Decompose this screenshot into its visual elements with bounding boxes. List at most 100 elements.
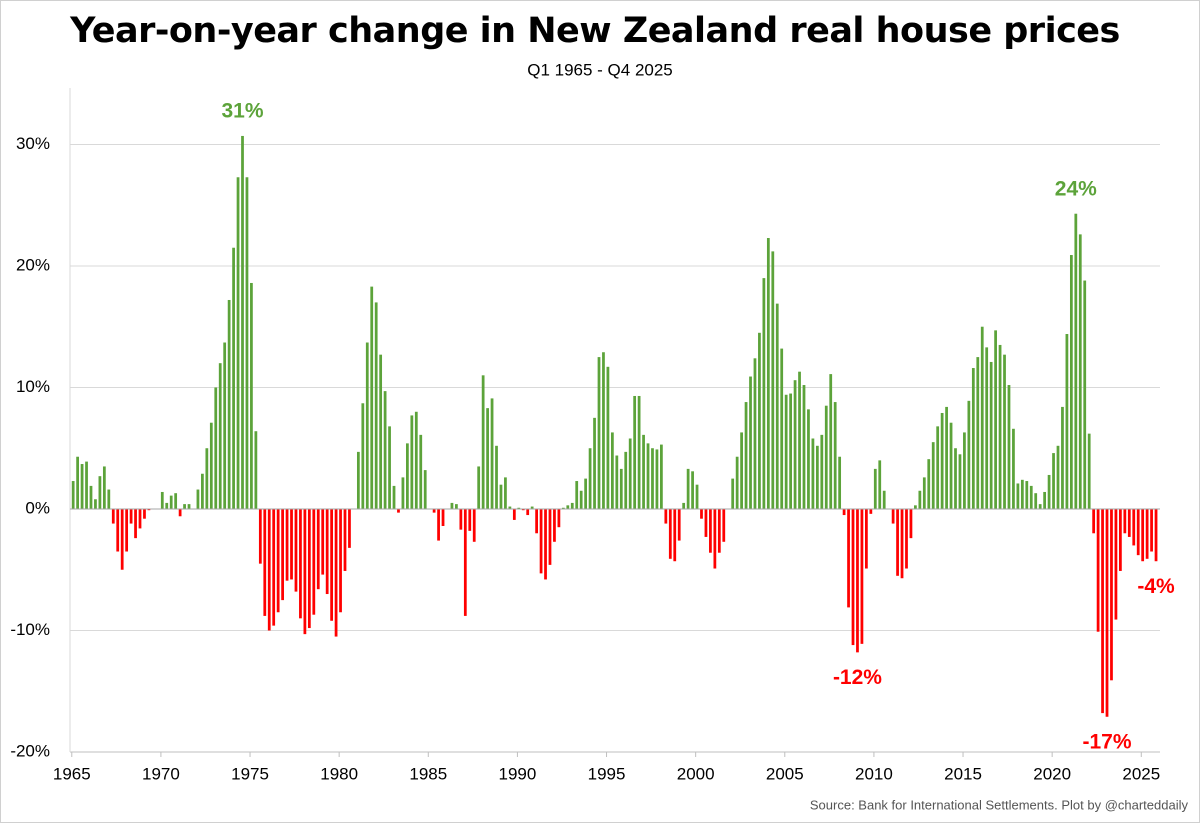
bar	[294, 508, 298, 592]
bar	[477, 466, 481, 509]
bar	[824, 405, 828, 509]
bar	[201, 473, 204, 509]
bar	[1007, 385, 1011, 509]
bar	[374, 302, 378, 509]
bar	[205, 448, 209, 509]
bar	[236, 177, 240, 509]
bar	[94, 499, 97, 509]
bar	[116, 508, 120, 552]
bar	[339, 508, 342, 613]
bar	[143, 508, 146, 519]
bar	[775, 303, 779, 509]
bar	[1105, 508, 1109, 717]
bar	[936, 426, 940, 509]
bar	[700, 508, 703, 519]
bar	[579, 490, 583, 509]
bar	[615, 455, 619, 509]
bar	[624, 451, 628, 509]
bar	[129, 508, 133, 524]
bar	[980, 326, 984, 509]
bar	[606, 366, 610, 509]
bar	[517, 507, 521, 509]
bar	[432, 508, 436, 513]
bar	[325, 508, 329, 595]
bar	[267, 508, 271, 631]
bar	[303, 508, 307, 635]
bar	[1034, 493, 1038, 509]
bar	[847, 508, 850, 608]
bar	[138, 508, 142, 529]
bar	[1101, 508, 1104, 714]
value-label: 31%	[221, 99, 263, 122]
bar	[1074, 213, 1078, 509]
bar	[1145, 508, 1149, 559]
y-tick-label: 0%	[25, 498, 50, 517]
bar	[985, 347, 989, 509]
bar	[784, 394, 788, 509]
bar	[860, 508, 864, 644]
x-tick-label: 1965	[53, 764, 91, 783]
bar	[285, 508, 289, 581]
y-tick-label: -10%	[10, 620, 50, 639]
bar	[584, 478, 588, 509]
bar	[749, 376, 752, 509]
bar	[954, 448, 957, 509]
bar	[878, 460, 882, 509]
bar	[281, 508, 284, 601]
x-tick-label: 1985	[409, 764, 447, 783]
bar	[174, 493, 178, 509]
bar	[789, 393, 793, 509]
bar	[307, 508, 311, 629]
bar	[1047, 474, 1051, 509]
bar	[873, 468, 877, 509]
bar	[343, 508, 347, 571]
bar	[914, 505, 917, 509]
bar	[1020, 479, 1024, 509]
bar	[486, 408, 489, 509]
bar	[89, 485, 93, 509]
bar	[397, 508, 400, 513]
bar	[673, 508, 677, 562]
bar	[71, 481, 75, 509]
bar	[1110, 508, 1113, 681]
bar	[798, 371, 801, 509]
bar	[722, 508, 726, 542]
bar	[410, 415, 414, 509]
value-label: -12%	[833, 666, 882, 689]
bar	[931, 442, 935, 509]
bar	[535, 508, 538, 534]
bar	[1123, 508, 1127, 534]
x-tick-label: 2020	[1033, 764, 1071, 783]
bar	[1029, 485, 1033, 509]
bar	[245, 177, 249, 509]
bar	[610, 432, 614, 509]
bar	[655, 449, 659, 509]
bar	[526, 508, 530, 516]
bar	[940, 412, 944, 509]
bar	[209, 422, 213, 509]
bar	[1087, 433, 1091, 509]
bar	[521, 508, 525, 511]
bar	[597, 357, 601, 509]
bar	[187, 504, 191, 509]
bar	[468, 508, 472, 531]
bar	[1141, 508, 1145, 562]
bar	[383, 391, 387, 509]
bar	[299, 508, 302, 619]
bar	[704, 508, 708, 537]
bar	[918, 490, 922, 509]
bar	[971, 368, 975, 509]
bar	[1065, 334, 1069, 509]
bar	[183, 504, 186, 509]
bar	[512, 508, 516, 520]
bar	[370, 286, 374, 509]
bar	[1003, 354, 1006, 509]
bar	[379, 354, 383, 509]
bar	[392, 485, 396, 509]
chart-title: Year-on-year change in New Zealand real …	[69, 11, 1120, 51]
bar	[125, 508, 129, 552]
bar	[1025, 481, 1029, 509]
bar	[1012, 428, 1015, 509]
bar	[365, 342, 369, 509]
bar	[120, 508, 124, 570]
